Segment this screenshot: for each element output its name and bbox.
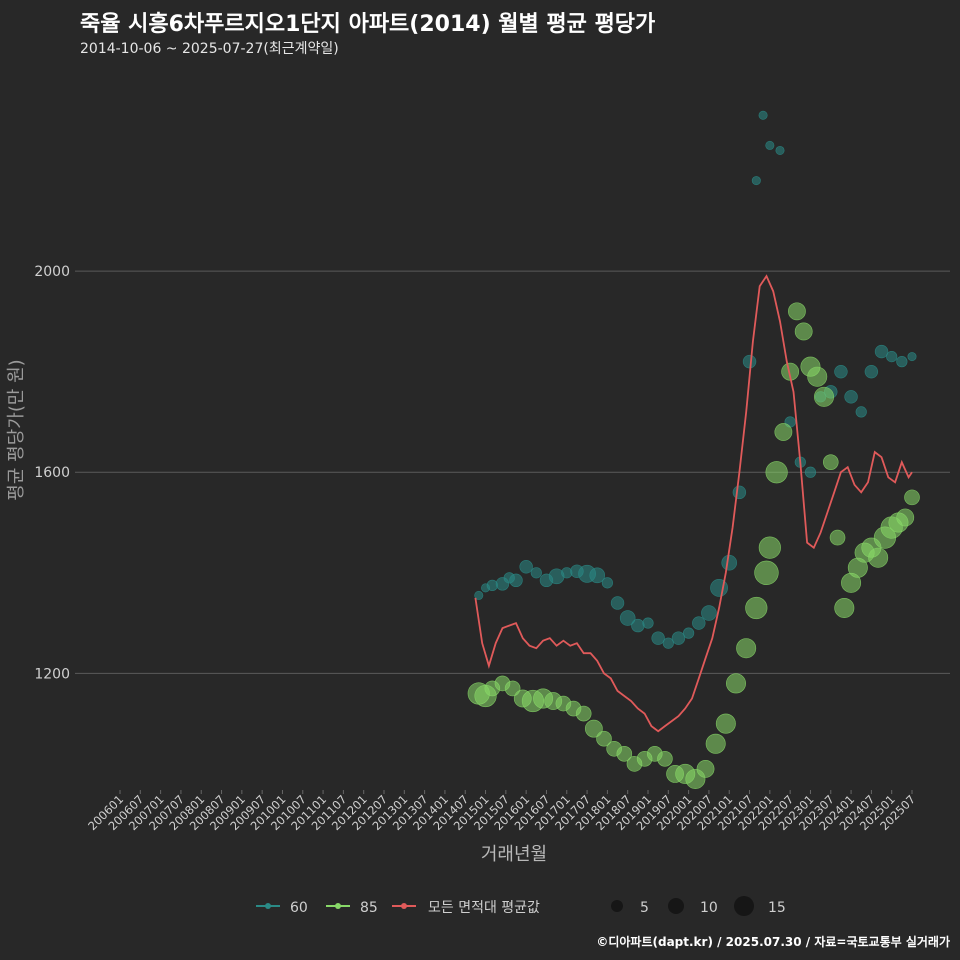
point-85 (829, 529, 846, 546)
legend-item-60: 60 (256, 900, 308, 916)
point-60 (631, 618, 645, 633)
point-85 (758, 536, 781, 559)
y-tick-label: 2000 (34, 264, 70, 280)
legend-label-average: 모든 면적대 평균값 (428, 900, 540, 916)
y-tick-label: 1600 (34, 465, 70, 481)
point-85 (794, 322, 813, 341)
point-60 (855, 406, 867, 418)
point-60 (874, 344, 889, 359)
point-60 (519, 560, 533, 574)
point-60 (742, 354, 757, 369)
point-60 (651, 631, 665, 645)
point-85 (745, 596, 768, 620)
point-60 (642, 617, 654, 629)
point-85 (696, 759, 715, 778)
legend: 60 85 모든 면적대 평균값 5 10 15 (256, 896, 786, 916)
point-60 (804, 466, 817, 478)
point-85 (834, 597, 855, 618)
legend-item-average: 모든 면적대 평균값 (392, 900, 540, 916)
legend-size-label-5: 5 (640, 900, 649, 916)
point-60 (683, 627, 695, 639)
average-line (474, 274, 913, 733)
chart-title: 죽율 시흥6차푸르지오1단지 아파트(2014) 월별 평균 평당가 (80, 12, 656, 37)
point-60 (864, 364, 879, 379)
point-60 (751, 176, 761, 186)
point-60 (474, 590, 484, 600)
point-60 (701, 605, 717, 621)
point-60 (844, 390, 858, 404)
point-85 (596, 730, 612, 747)
point-60 (721, 554, 738, 571)
point-85 (575, 705, 592, 722)
legend-label-60: 60 (290, 900, 308, 916)
point-60 (610, 596, 625, 610)
point-85 (657, 751, 673, 767)
point-85 (725, 673, 746, 694)
x-tick-labels: 2006012006072007012007072008012008072009… (85, 790, 918, 833)
legend-size-label-15: 15 (768, 900, 786, 916)
point-60 (834, 364, 848, 379)
point-85 (736, 638, 757, 659)
point-60 (758, 110, 768, 120)
point-85 (715, 713, 736, 734)
point-85 (754, 560, 779, 585)
y-tick-label: 1200 (34, 666, 70, 682)
legend-size-5: 5 (611, 900, 649, 916)
point-85 (896, 508, 915, 527)
point-60 (601, 577, 613, 589)
point-85 (813, 386, 834, 407)
point-85 (584, 719, 603, 738)
point-60 (907, 352, 917, 362)
point-60 (530, 567, 542, 579)
point-85 (705, 733, 726, 754)
legend-size-15: 15 (734, 896, 786, 916)
point-60 (589, 567, 606, 584)
series-average-line (474, 274, 913, 733)
legend-label-85: 85 (360, 900, 378, 916)
gridlines (75, 270, 950, 674)
point-60 (671, 631, 686, 645)
point-60 (710, 578, 728, 597)
series-85-points (467, 302, 920, 789)
point-85 (868, 547, 889, 568)
point-85 (807, 366, 828, 387)
point-60 (692, 616, 706, 630)
point-85 (504, 680, 521, 697)
chart-subtitle: 2014-10-06 ~ 2025-07-27(최근계약일) (80, 41, 339, 57)
point-85 (904, 489, 920, 506)
source-caption: ©디아파트(dapt.kr) / 2025.07.30 / 자료=국토교통부 실… (596, 935, 950, 949)
point-85 (616, 745, 633, 762)
point-85 (788, 302, 806, 321)
point-60 (775, 145, 785, 155)
point-60 (662, 637, 674, 649)
y-tick-labels: 1200 1600 2000 (34, 264, 70, 682)
x-axis-label: 거래년월 (481, 844, 547, 865)
point-60 (619, 610, 636, 626)
point-85 (774, 423, 793, 441)
legend-item-85: 85 (326, 900, 378, 916)
point-60 (896, 356, 908, 368)
legend-size-10: 10 (668, 898, 718, 916)
point-60 (732, 485, 747, 500)
y-axis-label: 평균 평당가(만 원) (6, 359, 27, 500)
point-60 (886, 350, 898, 363)
point-85 (765, 461, 788, 484)
point-60 (509, 573, 523, 588)
point-85 (822, 454, 839, 470)
legend-size-label-10: 10 (700, 900, 718, 916)
point-60 (765, 140, 775, 150)
